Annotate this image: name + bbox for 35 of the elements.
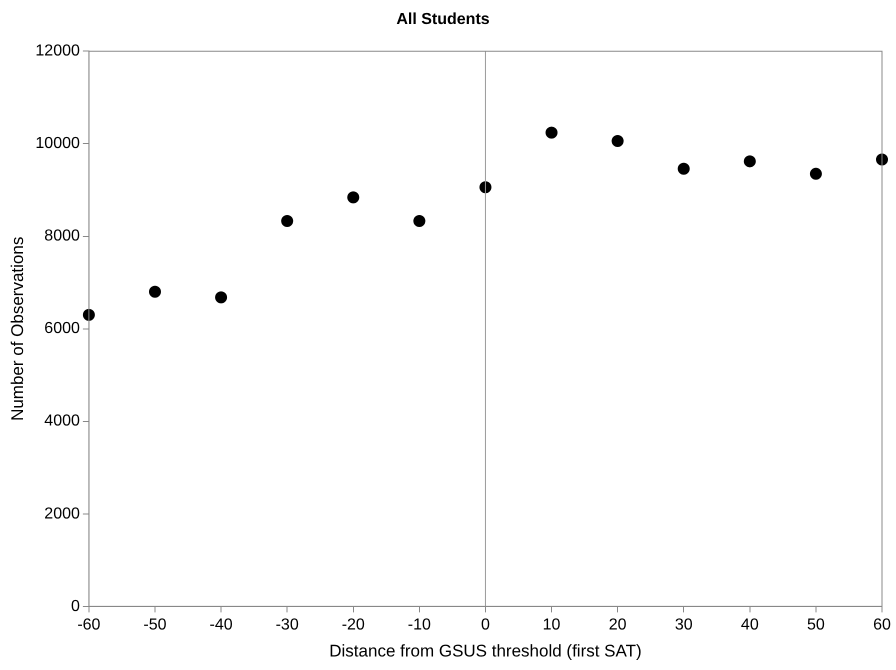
- x-tick-label: 20: [608, 616, 627, 634]
- point: [612, 134, 624, 147]
- y-tick-label: 6000: [44, 320, 80, 338]
- x-tick-label: 10: [542, 616, 561, 634]
- x-tick-label: -30: [276, 616, 299, 634]
- y-tick-label: 8000: [44, 228, 80, 245]
- point: [148, 286, 161, 298]
- y-tick-label: 10000: [35, 135, 80, 152]
- point: [281, 215, 294, 227]
- y-tick-label: 0: [70, 598, 80, 615]
- point: [413, 215, 426, 227]
- point: [215, 291, 228, 304]
- y-tick-label: 4000: [44, 412, 80, 430]
- x-tick-label: 50: [807, 616, 825, 634]
- x-tick-label: -40: [210, 616, 233, 634]
- x-tick-label: -20: [342, 616, 365, 634]
- y-axis-title: Number of Observations: [8, 236, 27, 421]
- point: [546, 126, 558, 139]
- x-tick-label: -50: [143, 616, 167, 634]
- point: [347, 191, 360, 204]
- point: [678, 162, 690, 175]
- chart-title: All Students: [396, 11, 490, 28]
- point: [82, 308, 95, 321]
- x-tick-label: -10: [408, 616, 432, 634]
- x-tick-label: 0: [480, 616, 490, 634]
- x-tick-label: 40: [740, 616, 759, 634]
- y-tick-label: 12000: [35, 42, 80, 60]
- x-axis-title: Distance from GSUS threshold (first SAT): [329, 641, 642, 660]
- point: [810, 168, 822, 180]
- x-tick-label: 60: [873, 616, 891, 634]
- point: [744, 155, 756, 168]
- x-tick-label: 30: [674, 616, 693, 634]
- point: [876, 153, 888, 166]
- y-tick-label: 2000: [44, 505, 80, 522]
- x-tick-label: -60: [77, 616, 101, 634]
